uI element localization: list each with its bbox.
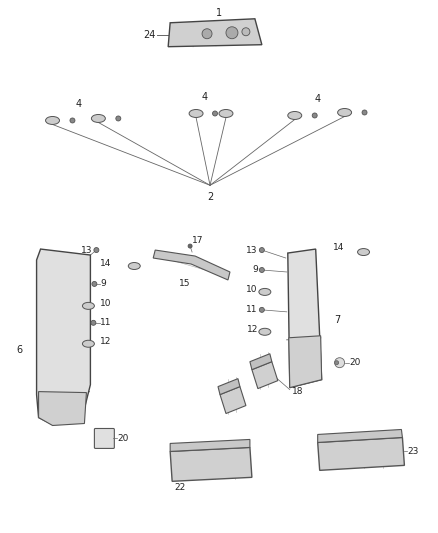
Circle shape xyxy=(242,28,250,36)
Circle shape xyxy=(312,113,317,118)
Circle shape xyxy=(70,118,75,123)
Polygon shape xyxy=(153,250,230,280)
Ellipse shape xyxy=(219,109,233,117)
Polygon shape xyxy=(252,362,278,389)
Polygon shape xyxy=(39,392,86,425)
Circle shape xyxy=(226,27,238,39)
Polygon shape xyxy=(250,354,272,370)
Text: 13: 13 xyxy=(81,246,92,255)
Text: 10: 10 xyxy=(247,286,258,294)
Text: 11: 11 xyxy=(247,305,258,314)
Text: 12: 12 xyxy=(247,325,258,334)
Ellipse shape xyxy=(259,328,271,335)
Text: 1: 1 xyxy=(216,8,222,18)
Text: 6: 6 xyxy=(17,345,23,355)
Polygon shape xyxy=(289,336,321,387)
Text: 4: 4 xyxy=(314,93,321,103)
Text: 15: 15 xyxy=(179,279,191,288)
Ellipse shape xyxy=(288,111,302,119)
Circle shape xyxy=(362,110,367,115)
Text: 12: 12 xyxy=(100,337,112,346)
Text: 14: 14 xyxy=(100,259,112,268)
Ellipse shape xyxy=(128,263,140,270)
Text: 20: 20 xyxy=(350,358,361,367)
Text: 14: 14 xyxy=(332,243,344,252)
Ellipse shape xyxy=(338,109,352,117)
Ellipse shape xyxy=(259,288,271,295)
Ellipse shape xyxy=(82,340,95,347)
Text: 22: 22 xyxy=(174,483,185,492)
FancyBboxPatch shape xyxy=(95,429,114,448)
Polygon shape xyxy=(168,19,262,47)
Polygon shape xyxy=(218,378,240,394)
Circle shape xyxy=(202,29,212,39)
Circle shape xyxy=(335,361,339,365)
Circle shape xyxy=(259,268,265,272)
Polygon shape xyxy=(220,386,246,414)
Text: 9: 9 xyxy=(100,279,106,288)
Circle shape xyxy=(335,358,345,368)
Ellipse shape xyxy=(357,248,370,255)
Polygon shape xyxy=(37,249,90,424)
Text: 11: 11 xyxy=(100,318,112,327)
Polygon shape xyxy=(170,447,252,481)
Circle shape xyxy=(259,308,265,312)
Text: 24: 24 xyxy=(143,30,155,40)
Text: 13: 13 xyxy=(247,246,258,255)
Ellipse shape xyxy=(189,109,203,117)
Ellipse shape xyxy=(92,115,106,123)
Polygon shape xyxy=(318,430,403,442)
Text: 23: 23 xyxy=(407,447,419,456)
Circle shape xyxy=(212,111,218,116)
Polygon shape xyxy=(288,249,321,387)
Polygon shape xyxy=(318,438,404,470)
Polygon shape xyxy=(170,439,250,451)
Text: 20: 20 xyxy=(117,434,129,443)
Text: 4: 4 xyxy=(75,99,81,109)
Circle shape xyxy=(188,244,192,248)
Circle shape xyxy=(91,320,96,325)
Text: 4: 4 xyxy=(202,92,208,102)
Text: 17: 17 xyxy=(192,236,204,245)
Ellipse shape xyxy=(82,302,95,309)
Text: 7: 7 xyxy=(335,315,341,325)
Text: 9: 9 xyxy=(252,265,258,274)
Text: 10: 10 xyxy=(100,300,112,309)
Circle shape xyxy=(94,247,99,253)
Circle shape xyxy=(259,247,265,253)
Ellipse shape xyxy=(46,117,60,124)
Circle shape xyxy=(116,116,121,121)
Circle shape xyxy=(92,281,97,286)
Text: 18: 18 xyxy=(292,387,303,396)
Text: 2: 2 xyxy=(207,192,213,202)
